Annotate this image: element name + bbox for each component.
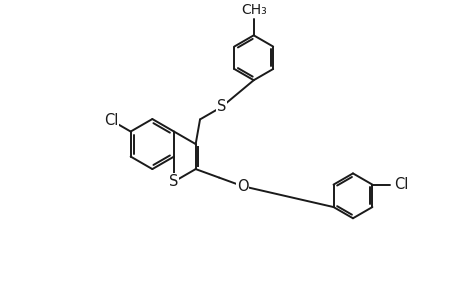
Text: Cl: Cl [104, 113, 118, 128]
Text: CH₃: CH₃ [241, 3, 266, 17]
Text: S: S [169, 174, 178, 189]
Text: O: O [236, 179, 248, 194]
Text: S: S [217, 99, 226, 114]
Text: Cl: Cl [393, 177, 408, 192]
